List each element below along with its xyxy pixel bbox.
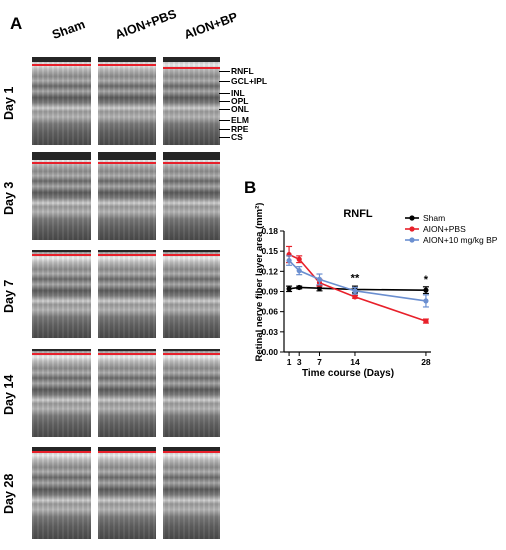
- data-point: [296, 268, 302, 274]
- series-0: [286, 284, 429, 295]
- x-tick-label: 7: [317, 357, 322, 367]
- oct-image-aion-bp-day-1: [163, 57, 220, 145]
- rnfl-boundary-line: [32, 451, 91, 453]
- oct-image-aion-pbs-day-28: [98, 447, 156, 539]
- rnfl-boundary-line: [163, 162, 220, 164]
- y-tick-label: 0.15: [261, 246, 278, 256]
- legend-label: AION+PBS: [423, 224, 466, 234]
- x-tick-label: 3: [297, 357, 302, 367]
- data-point: [316, 285, 323, 291]
- rnfl-boundary-line: [163, 67, 220, 69]
- layer-label-rnfl: RNFL: [231, 66, 254, 76]
- oct-image-aion-pbs-day-3: [98, 152, 156, 240]
- data-point: [423, 318, 429, 324]
- legend-entry-1: AION+PBS: [405, 224, 466, 234]
- rnfl-boundary-line: [32, 162, 91, 164]
- rnfl-boundary-line: [98, 353, 156, 355]
- oct-image-aion-pbs-day-1: [98, 57, 156, 145]
- y-tick-label: 0.03: [261, 327, 278, 337]
- y-tick-label: 0.00: [261, 347, 278, 357]
- rnfl-boundary-line: [98, 162, 156, 164]
- series-1: [286, 245, 429, 324]
- x-tick-label: 28: [421, 357, 431, 367]
- layer-label-elm: ELM: [231, 115, 249, 125]
- x-tick-label: 1: [287, 357, 292, 367]
- layer-label-cs: CS: [231, 132, 243, 142]
- legend-label: Sham: [423, 213, 445, 223]
- legend-entry-0: Sham: [405, 213, 445, 223]
- legend-entry-2: AION+10 mg/kg BP: [405, 235, 498, 245]
- legend-swatch-marker: [409, 215, 415, 221]
- y-tick-label: 0.09: [261, 287, 278, 297]
- layer-label-onl: ONL: [231, 104, 249, 114]
- legend-swatch-marker: [409, 237, 415, 243]
- y-axis-label: Retinal nerve fiber layer area (mm²): [254, 203, 265, 362]
- chart-title: RNFL: [343, 208, 373, 220]
- significance-marker: **: [351, 272, 360, 284]
- oct-image-sham-day-7: [32, 250, 91, 338]
- x-tick-label: 14: [350, 357, 360, 367]
- rnfl-boundary-line: [163, 353, 220, 355]
- x-axis-label: Time course (Days): [302, 368, 394, 379]
- oct-image-sham-day-1: [32, 57, 91, 145]
- oct-image-aion-pbs-day-7: [98, 250, 156, 338]
- data-point: [423, 287, 429, 293]
- y-tick-label: 0.06: [261, 307, 278, 317]
- rnfl-boundary-line: [32, 254, 91, 256]
- oct-image-aion-bp-day-3: [163, 152, 220, 240]
- data-point: [286, 257, 292, 264]
- rnfl-boundary-line: [32, 353, 91, 355]
- oct-image-aion-pbs-day-14: [98, 349, 156, 437]
- rnfl-boundary-line: [163, 254, 220, 256]
- layer-label-opl: OPL: [231, 96, 249, 106]
- data-point: [352, 288, 358, 294]
- y-tick-label: 0.12: [261, 266, 278, 276]
- oct-image-sham-day-14: [32, 349, 91, 437]
- oct-image-aion-bp-day-7: [163, 250, 220, 338]
- oct-image-sham-day-3: [32, 152, 91, 240]
- y-tick-label: 0.18: [261, 226, 278, 236]
- panel-a-letter: A: [10, 14, 23, 33]
- data-point: [316, 276, 323, 282]
- rnfl-boundary-line: [98, 254, 156, 256]
- data-point: [286, 286, 292, 292]
- data-point: [296, 256, 302, 262]
- data-point: [423, 298, 429, 304]
- layer-label-gcl-ipl: GCL+IPL: [231, 76, 268, 86]
- legend-label: AION+10 mg/kg BP: [423, 235, 498, 245]
- layer-label-inl: INL: [231, 88, 245, 98]
- layer-label-rpe: RPE: [231, 124, 249, 134]
- rnfl-boundary-line: [98, 64, 156, 66]
- legend-swatch-marker: [409, 226, 415, 232]
- data-point: [352, 294, 358, 300]
- significance-marker: *: [424, 274, 429, 286]
- oct-image-aion-bp-day-28: [163, 447, 220, 539]
- series-2: [286, 255, 429, 308]
- oct-image-sham-day-28: [32, 447, 91, 539]
- rnfl-boundary-line: [163, 451, 220, 453]
- panel-b-letter: B: [244, 178, 257, 197]
- oct-image-aion-bp-day-14: [163, 349, 220, 437]
- data-point: [296, 284, 302, 291]
- rnfl-boundary-line: [98, 451, 156, 453]
- rnfl-boundary-line: [32, 64, 91, 66]
